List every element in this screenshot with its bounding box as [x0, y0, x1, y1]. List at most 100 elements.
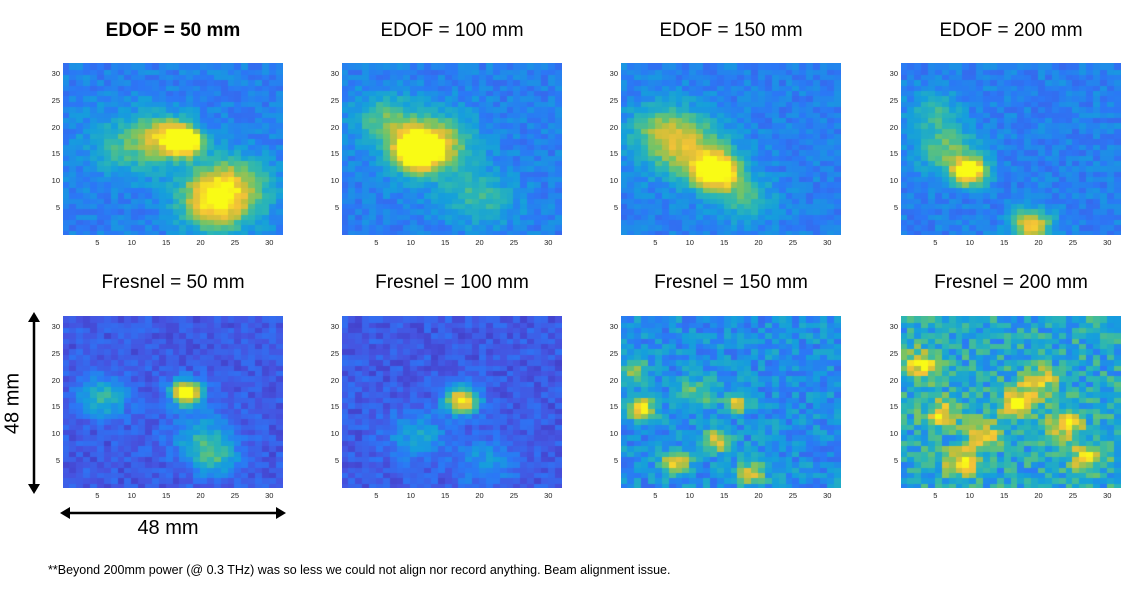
y-tick-label: 20: [889, 375, 898, 385]
y-tick-label: 10: [330, 176, 339, 186]
x-tick-label: 15: [999, 491, 1009, 500]
panel-title: Fresnel = 200 mm: [934, 272, 1088, 293]
x-tick-label: 25: [509, 491, 519, 500]
heatmap-image: [621, 316, 841, 488]
y-tick-label: 5: [613, 456, 618, 466]
y-tick-label: 20: [889, 122, 898, 132]
y-tick-label: 30: [330, 321, 339, 331]
heatmap-image: [342, 63, 562, 235]
y-tick-label: 15: [330, 402, 339, 412]
y-tick-label: 30: [609, 68, 618, 78]
x-tick-label: 5: [374, 238, 379, 247]
x-tick-label: 30: [1103, 491, 1112, 500]
y-tick-label: 10: [889, 429, 898, 439]
y-tick-label: 15: [609, 402, 618, 412]
x-tick-label: 15: [161, 238, 171, 247]
x-tick-label: 25: [1068, 238, 1078, 247]
y-tick-label: 15: [51, 402, 60, 412]
height-arrow: [28, 312, 40, 494]
heatmap-image: [63, 63, 283, 235]
x-tick-label: 15: [999, 238, 1009, 247]
x-tick-label: 10: [685, 238, 694, 247]
y-tick-label: 5: [893, 203, 898, 213]
x-tick-label: 10: [127, 238, 136, 247]
y-tick-label: 30: [889, 68, 898, 78]
heatmap-panel: 5 10 15 20 25 30 5 10 15 20 25 30: [890, 316, 1121, 500]
panel-title: EDOF = 150 mm: [659, 20, 803, 41]
y-tick-label: 25: [51, 95, 60, 105]
heatmap-image: [901, 63, 1121, 235]
y-tick-label: 30: [889, 321, 898, 331]
x-tick-label: 20: [754, 491, 763, 500]
x-tick-label: 20: [475, 238, 484, 247]
y-tick-label: 25: [889, 95, 898, 105]
x-tick-label: 30: [265, 491, 274, 500]
x-tick-label: 30: [823, 238, 832, 247]
x-tick-label: 10: [406, 238, 415, 247]
heatmap-panel: 5 10 15 20 25 30 5 10 15 20 25 30: [52, 63, 283, 247]
x-tick-label: 15: [719, 491, 729, 500]
y-tick-label: 5: [893, 456, 898, 466]
heatmap-image: [342, 316, 562, 488]
heatmap-panel: 5 10 15 20 25 30 5 10 15 20 25 30: [52, 316, 283, 500]
x-tick-label: 5: [933, 491, 938, 500]
panel-title: Fresnel = 150 mm: [654, 272, 808, 293]
x-tick-label: 10: [127, 491, 136, 500]
x-tick-label: 20: [196, 491, 205, 500]
heatmap-image: [621, 63, 841, 235]
y-tick-label: 15: [51, 149, 60, 159]
heatmap-panel: 5 10 15 20 25 30 5 10 15 20 25 30: [610, 316, 841, 500]
width-arrow: [60, 507, 286, 519]
x-tick-label: 10: [685, 491, 694, 500]
x-tick-label: 15: [440, 491, 450, 500]
heatmap-image: [901, 316, 1121, 488]
y-tick-label: 20: [609, 375, 618, 385]
x-tick-label: 30: [544, 491, 553, 500]
y-tick-label: 10: [609, 429, 618, 439]
y-tick-label: 20: [51, 122, 60, 132]
y-tick-label: 10: [609, 176, 618, 186]
y-tick-label: 25: [330, 95, 339, 105]
panel-title: Fresnel = 100 mm: [375, 272, 529, 293]
x-tick-label: 30: [265, 238, 274, 247]
x-tick-label: 30: [1103, 238, 1112, 247]
heatmap-image: [63, 316, 283, 488]
x-tick-label: 10: [406, 491, 415, 500]
heatmap-panel: 5 10 15 20 25 30 5 10 15 20 25 30: [331, 63, 562, 247]
panel-title: EDOF = 200 mm: [939, 20, 1083, 41]
y-tick-label: 30: [609, 321, 618, 331]
y-tick-label: 5: [55, 456, 60, 466]
heatmap-panel: 5 10 15 20 25 30 5 10 15 20 25 30: [890, 63, 1121, 247]
panel-title: Fresnel = 50 mm: [101, 272, 245, 293]
y-tick-label: 10: [51, 176, 60, 186]
x-tick-label: 15: [440, 238, 450, 247]
footnote: **Beyond 200mm power (@ 0.3 THz) was so …: [48, 563, 671, 577]
x-tick-label: 15: [719, 238, 729, 247]
y-tick-label: 20: [51, 375, 60, 385]
x-tick-label: 25: [1068, 491, 1078, 500]
y-tick-label: 25: [609, 348, 618, 358]
y-tick-label: 15: [609, 149, 618, 159]
y-tick-label: 5: [334, 456, 339, 466]
x-tick-label: 5: [95, 491, 100, 500]
panel-title: EDOF = 100 mm: [380, 20, 524, 41]
y-tick-label: 10: [330, 429, 339, 439]
x-tick-label: 5: [653, 491, 658, 500]
x-tick-label: 5: [933, 238, 938, 247]
y-tick-label: 15: [889, 402, 898, 412]
y-tick-label: 25: [330, 348, 339, 358]
y-tick-label: 20: [330, 122, 339, 132]
x-tick-label: 30: [823, 491, 832, 500]
heatmap-panel: 5 10 15 20 25 30 5 10 15 20 25 30: [610, 63, 841, 247]
y-tick-label: 30: [51, 68, 60, 78]
y-tick-label: 25: [609, 95, 618, 105]
y-tick-label: 20: [330, 375, 339, 385]
x-tick-label: 10: [965, 491, 974, 500]
x-tick-label: 10: [965, 238, 974, 247]
x-tick-label: 5: [653, 238, 658, 247]
y-tick-label: 20: [609, 122, 618, 132]
y-tick-label: 10: [51, 429, 60, 439]
y-tick-label: 5: [55, 203, 60, 213]
x-tick-label: 5: [374, 491, 379, 500]
y-tick-label: 15: [889, 149, 898, 159]
